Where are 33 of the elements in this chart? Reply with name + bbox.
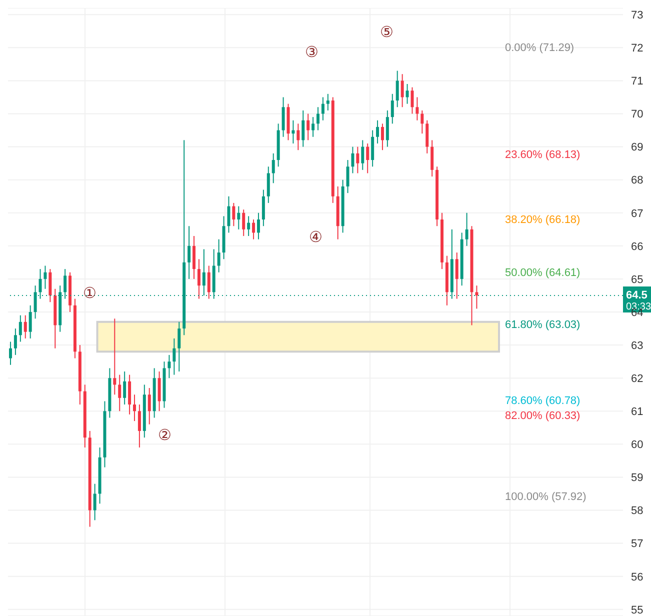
annotation: ② bbox=[158, 426, 172, 444]
y-tick-label: 55 bbox=[631, 604, 644, 616]
y-tick-label: 56 bbox=[631, 571, 644, 584]
y-tick-label: 61 bbox=[631, 406, 644, 418]
annotation: 50.00% (64.61) bbox=[505, 266, 580, 280]
ref-line-label: 64.5 bbox=[626, 289, 648, 302]
y-tick-label: 63 bbox=[631, 340, 644, 352]
y-tick-label: 70 bbox=[631, 108, 644, 121]
y-tick-label: 67 bbox=[631, 208, 644, 220]
y-tick-label: 68 bbox=[631, 174, 644, 187]
annotation: 61.80% (63.03) bbox=[505, 318, 580, 332]
annotation: ③ bbox=[305, 43, 318, 61]
y-tick-label: 62 bbox=[631, 372, 644, 385]
y-tick-label: 66 bbox=[631, 240, 644, 253]
y-tick-label: 73 bbox=[631, 10, 644, 22]
annotation: 23.60% (68.13) bbox=[505, 148, 580, 162]
y-tick-label: 59 bbox=[631, 472, 644, 484]
y-tick-label: 60 bbox=[631, 439, 644, 452]
annotation: 82.00% (60.33) bbox=[505, 409, 580, 423]
annotation: 78.60% (60.78) bbox=[505, 394, 580, 408]
y-tick-label: 71 bbox=[631, 76, 644, 88]
annotation: ⑤ bbox=[380, 23, 394, 41]
y-tick-label: 57 bbox=[631, 538, 644, 550]
annotation: 38.20% (66.18) bbox=[505, 213, 580, 227]
annotation: ④ bbox=[309, 228, 322, 246]
y-tick-label: 69 bbox=[631, 142, 644, 154]
candlestick bbox=[113, 318, 116, 395]
y-tick-label: 65 bbox=[631, 274, 644, 286]
y-tick-label: 72 bbox=[631, 42, 644, 55]
annotation: 100.00% (57.92) bbox=[505, 490, 586, 504]
y-tick-label: 58 bbox=[631, 505, 644, 518]
annotation: 0.00% (71.29) bbox=[505, 41, 574, 55]
annotation: ① bbox=[83, 284, 96, 302]
